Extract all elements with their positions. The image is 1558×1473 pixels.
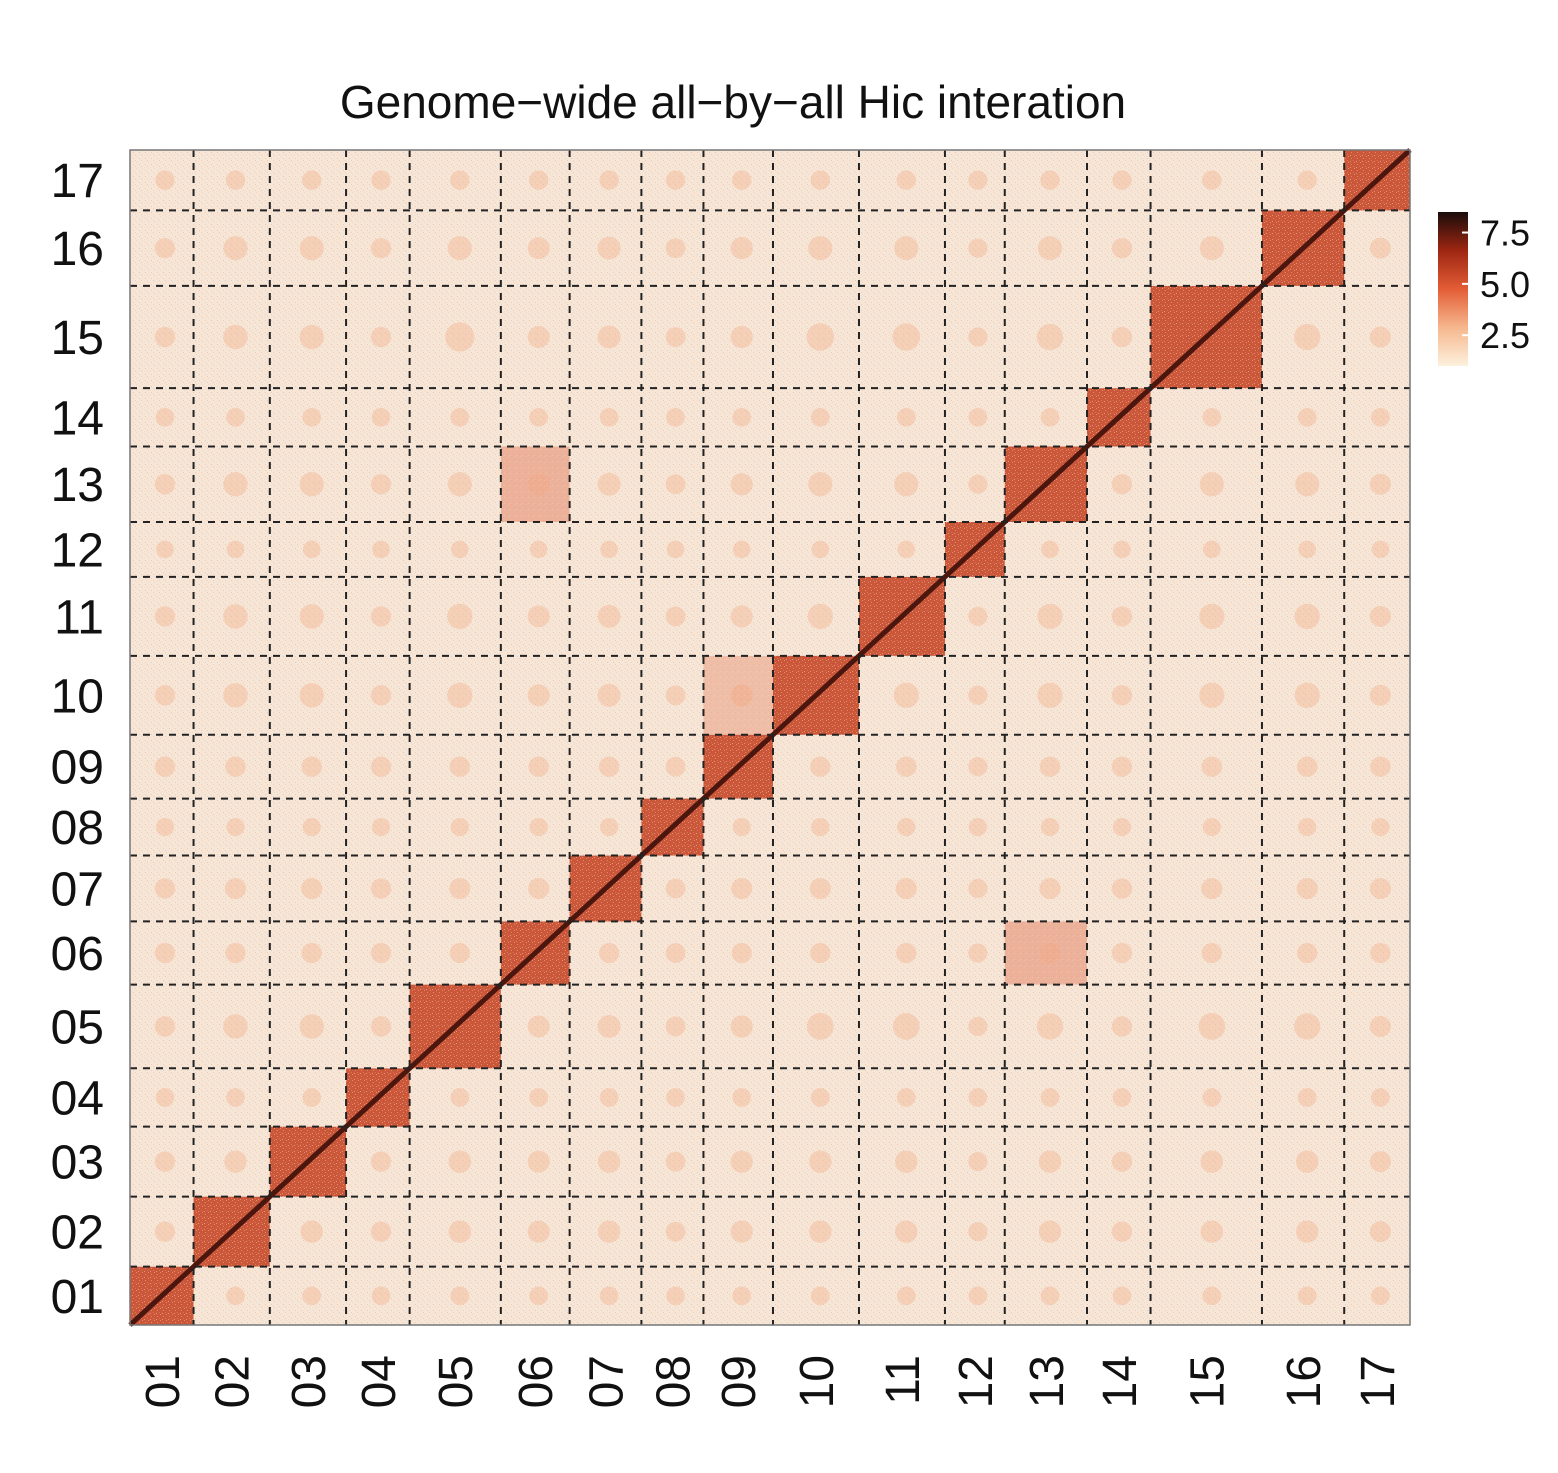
colorbar-gradient: [1438, 212, 1468, 366]
colorbar-tick-label: 5.0: [1480, 264, 1530, 305]
x-tick-label: 12: [950, 1355, 1003, 1408]
y-tick-label: 12: [51, 524, 104, 577]
colorbar-tick-label: 7.5: [1480, 213, 1530, 254]
y-tick-label: 16: [51, 223, 104, 276]
x-tick-label: 05: [430, 1355, 483, 1408]
x-axis-labels: 01 02 03 04 05 06 07 08 09 10 11 12 13 14 15 16 17: [137, 1355, 1405, 1408]
y-tick-label: 17: [51, 155, 104, 208]
y-axis-labels: 01 02 03 04 05 06 07 08 09 10 11 12 13 14 15 16 17: [51, 155, 104, 1324]
y-tick-label: 04: [51, 1072, 104, 1125]
y-tick-label: 07: [51, 863, 104, 916]
y-tick-label: 10: [51, 670, 104, 723]
heatmap-plot-area: [128, 148, 1412, 1327]
x-tick-label: 15: [1181, 1355, 1234, 1408]
y-tick-label: 02: [51, 1207, 104, 1260]
x-tick-label: 03: [283, 1355, 336, 1408]
x-tick-label: 04: [353, 1355, 406, 1408]
x-tick-label: 10: [791, 1355, 844, 1408]
y-tick-label: 08: [51, 802, 104, 855]
y-tick-label: 11: [54, 591, 104, 644]
colorbar-tick-label: 2.5: [1480, 315, 1530, 356]
y-tick-label: 03: [51, 1137, 104, 1190]
x-tick-label: 14: [1094, 1355, 1147, 1408]
y-tick-label: 14: [51, 392, 104, 445]
y-tick-label: 15: [51, 312, 104, 365]
colorbar-legend: 7.5 5.0 2.5: [1438, 212, 1530, 366]
x-tick-label: 13: [1021, 1355, 1074, 1408]
chart-title: Genome−wide all−by−all Hic interation: [340, 76, 1126, 128]
y-tick-label: 09: [51, 742, 104, 795]
x-tick-label: 17: [1352, 1355, 1405, 1408]
x-tick-label: 08: [647, 1355, 700, 1408]
x-tick-label: 01: [137, 1355, 190, 1408]
x-tick-label: 16: [1278, 1355, 1331, 1408]
y-tick-label: 06: [51, 928, 104, 981]
x-tick-label: 07: [581, 1355, 634, 1408]
heatmap-frame: [129, 149, 1411, 1326]
x-tick-label: 09: [713, 1355, 766, 1408]
x-tick-label: 02: [207, 1355, 260, 1408]
y-tick-label: 13: [51, 459, 104, 512]
x-tick-label: 11: [877, 1355, 930, 1405]
y-tick-label: 01: [51, 1271, 104, 1324]
diagonal-signal: [128, 148, 1412, 1327]
x-tick-label: 06: [510, 1355, 563, 1408]
y-tick-label: 05: [51, 1001, 104, 1054]
